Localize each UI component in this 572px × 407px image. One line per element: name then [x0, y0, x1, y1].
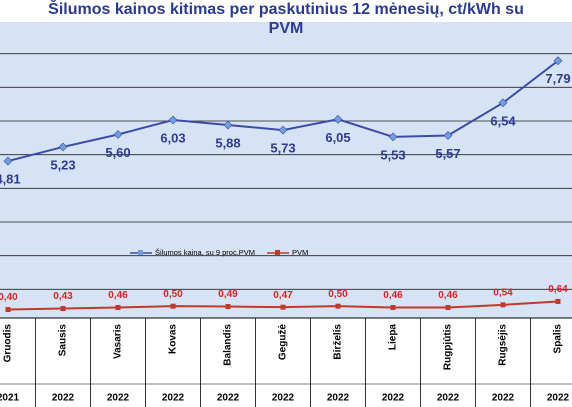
data-label: 0,64 — [548, 284, 568, 295]
marker — [115, 305, 121, 311]
marker — [445, 305, 451, 311]
marker — [335, 303, 341, 309]
data-label: 5,60 — [105, 145, 130, 160]
marker — [555, 298, 561, 304]
x-year-label: 2022 — [272, 393, 295, 404]
marker — [390, 305, 396, 311]
marker — [500, 302, 506, 308]
marker — [168, 115, 178, 125]
legend-label: PVM — [292, 248, 308, 257]
marker — [5, 307, 11, 313]
legend-marker — [275, 250, 281, 255]
data-label: 7,79 — [545, 71, 570, 86]
marker — [225, 304, 231, 310]
x-tick-label: Spalis — [553, 324, 564, 354]
data-label: 6,05 — [325, 130, 350, 145]
data-label: 4,81 — [0, 172, 21, 187]
data-label: 0,43 — [53, 291, 73, 302]
x-year-label: 2022 — [547, 393, 570, 404]
data-label: 0,50 — [328, 289, 348, 300]
x-year-label: 2022 — [327, 393, 350, 404]
x-tick-label: Vasaris — [113, 324, 124, 359]
data-label: 5,23 — [50, 157, 75, 172]
x-tick-label: Liepa — [388, 324, 399, 351]
marker — [223, 120, 233, 130]
data-label: 5,88 — [215, 135, 240, 150]
x-year-label: 2022 — [107, 393, 130, 404]
marker — [113, 130, 123, 139]
x-year-label: 2021 — [0, 393, 20, 404]
x-year-label: 2022 — [217, 393, 240, 404]
marker — [553, 56, 563, 66]
marker — [498, 98, 508, 108]
data-label: 5,53 — [380, 147, 405, 162]
data-label: 0,54 — [493, 287, 513, 298]
data-label: 6,54 — [490, 113, 516, 128]
data-label: 0,46 — [438, 290, 458, 301]
data-label: 0,47 — [273, 290, 293, 301]
x-tick-label: Sausis — [58, 324, 69, 357]
x-year-label: 2022 — [437, 393, 460, 404]
marker — [388, 132, 398, 142]
data-label: 0,50 — [163, 289, 183, 300]
plot-area — [0, 22, 572, 318]
marker — [58, 142, 68, 152]
data-label: 0,46 — [108, 290, 128, 301]
x-tick-label: Gegužė — [278, 324, 289, 361]
x-tick-label: Rugsėjis — [498, 324, 509, 366]
data-label: 6,03 — [160, 130, 185, 145]
marker — [333, 114, 343, 124]
x-tick-label: Balandis — [223, 324, 234, 366]
data-label: 0,49 — [218, 289, 238, 300]
chart-title: PVM — [269, 20, 304, 37]
marker — [3, 156, 13, 166]
x-tick-label: Rugpjūtis — [443, 324, 454, 371]
x-year-label: 2022 — [492, 393, 515, 404]
data-label: 0,40 — [0, 292, 18, 303]
marker — [278, 125, 288, 135]
marker — [443, 131, 453, 140]
x-tick-label: Birželis — [333, 324, 344, 360]
marker — [170, 303, 176, 309]
legend-label: Šilumos kaina, su 9 proc.PVM — [155, 248, 255, 257]
chart-title: Šilumos kainos kitimas per paskutinius 1… — [48, 0, 524, 18]
data-label: 5,57 — [435, 146, 460, 161]
data-label: 5,73 — [270, 141, 295, 156]
marker — [60, 306, 66, 312]
data-label: 0,46 — [383, 290, 403, 301]
marker — [280, 304, 286, 310]
x-year-label: 2022 — [382, 393, 405, 404]
legend-marker — [138, 250, 143, 255]
x-tick-label: Gruodis — [3, 324, 14, 363]
x-year-label: 2022 — [162, 393, 185, 404]
x-tick-label: Kovas — [168, 324, 179, 354]
x-year-label: 2022 — [52, 393, 75, 404]
